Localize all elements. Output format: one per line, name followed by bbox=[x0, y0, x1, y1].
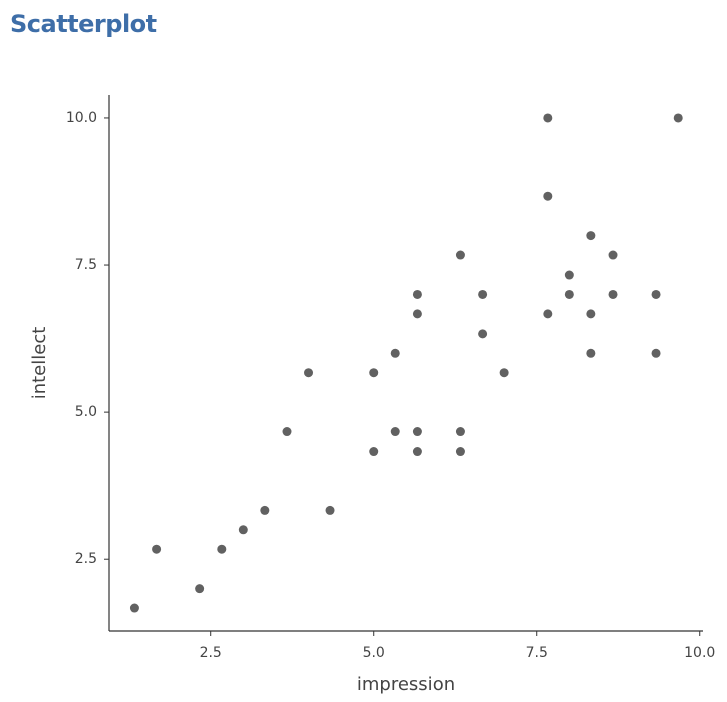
point bbox=[543, 191, 553, 201]
point bbox=[564, 270, 574, 280]
x-tick-label: 7.5 bbox=[526, 645, 548, 661]
point bbox=[260, 505, 270, 515]
point bbox=[651, 289, 661, 299]
x-tick-label: 5.0 bbox=[363, 645, 385, 661]
chart-title: Scatterplot bbox=[10, 10, 157, 38]
y-tick-label: 10.0 bbox=[66, 110, 97, 126]
point bbox=[564, 289, 574, 299]
point bbox=[543, 113, 553, 123]
point bbox=[478, 329, 488, 339]
point bbox=[390, 348, 400, 358]
point bbox=[455, 250, 465, 260]
point bbox=[412, 289, 422, 299]
point bbox=[369, 368, 379, 378]
x-tick-label: 10.0 bbox=[684, 645, 715, 661]
point bbox=[282, 427, 292, 437]
point bbox=[586, 231, 596, 241]
y-tick-label: 2.5 bbox=[75, 551, 97, 567]
point bbox=[325, 505, 335, 515]
point bbox=[455, 447, 465, 457]
point bbox=[217, 544, 227, 554]
point bbox=[195, 584, 205, 594]
point bbox=[499, 368, 509, 378]
y-axis-title: intellect bbox=[29, 327, 50, 400]
point bbox=[304, 368, 314, 378]
y-tick-label: 7.5 bbox=[75, 257, 97, 273]
point bbox=[369, 447, 379, 457]
point bbox=[238, 525, 248, 535]
point bbox=[412, 447, 422, 457]
point bbox=[673, 113, 683, 123]
point bbox=[152, 544, 162, 554]
point bbox=[608, 289, 618, 299]
point bbox=[586, 309, 596, 319]
point bbox=[129, 603, 139, 613]
point bbox=[478, 289, 488, 299]
point bbox=[455, 427, 465, 437]
point bbox=[543, 309, 553, 319]
point bbox=[651, 348, 661, 358]
x-axis-title: impression bbox=[357, 674, 455, 695]
point bbox=[608, 250, 618, 260]
y-tick-label: 5.0 bbox=[75, 404, 97, 420]
point bbox=[412, 309, 422, 319]
point bbox=[412, 427, 422, 437]
x-tick-label: 2.5 bbox=[200, 645, 222, 661]
point bbox=[390, 427, 400, 437]
point bbox=[586, 348, 596, 358]
